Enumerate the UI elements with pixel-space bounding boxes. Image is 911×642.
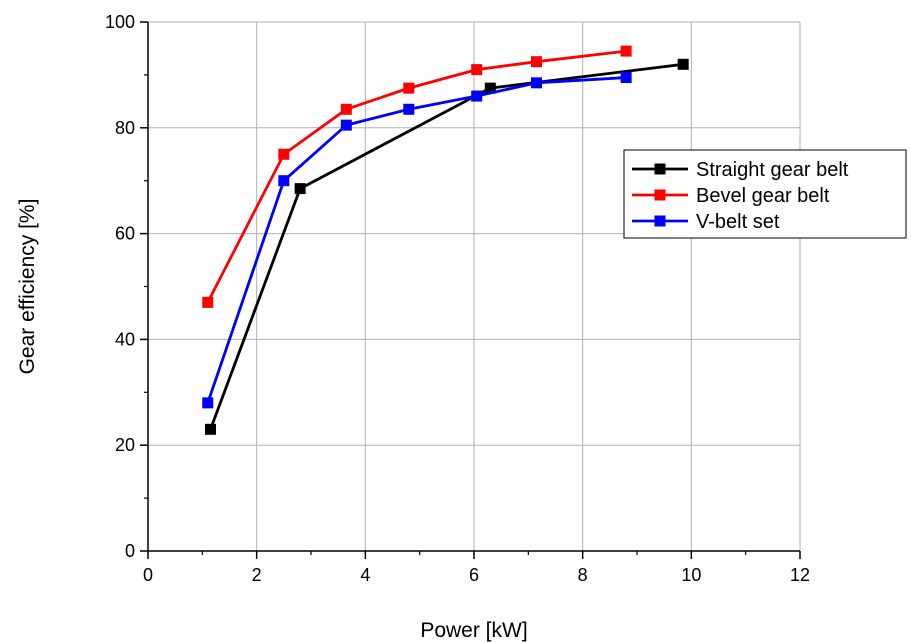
x-tick-label: 2	[252, 565, 262, 585]
data-point	[294, 183, 306, 195]
data-point	[530, 77, 542, 89]
y-tick-label: 0	[125, 541, 135, 561]
data-point	[471, 64, 483, 76]
grid	[148, 21, 801, 551]
x-axis-title: Power [kW]	[420, 619, 527, 642]
legend-item: Straight gear belt	[632, 159, 849, 181]
series-2	[202, 72, 632, 409]
x-tick-label: 0	[143, 565, 153, 585]
data-point	[530, 56, 542, 68]
data-point	[620, 45, 632, 57]
y-tick-label: 20	[115, 435, 135, 455]
data-point	[202, 296, 214, 308]
series-line	[209, 62, 684, 430]
ticks: 0 2 4 6 8 10 12 0 20 40 60 80 100	[105, 12, 810, 585]
series	[202, 45, 689, 435]
data-point	[620, 72, 632, 84]
series-0	[204, 58, 689, 435]
data-point	[471, 90, 483, 102]
legend-label: V-belt set	[696, 211, 780, 233]
series-1	[202, 45, 632, 308]
x-tick-label: 12	[790, 565, 810, 585]
data-point	[278, 148, 290, 160]
data-point	[340, 119, 352, 131]
data-point	[202, 397, 214, 409]
y-axis-title: Gear efficiency [%]	[16, 199, 39, 375]
legend-label: Bevel gear belt	[696, 185, 830, 207]
legend-item: Bevel gear belt	[632, 185, 830, 207]
y-tick-label: 100	[105, 12, 135, 32]
legend-marker	[654, 189, 666, 201]
legend-item: V-belt set	[632, 211, 780, 233]
data-point	[340, 103, 352, 115]
legend-marker	[654, 215, 666, 227]
data-point	[484, 82, 496, 94]
data-point	[278, 175, 290, 187]
legend-marker	[654, 163, 666, 175]
legend: Straight gear belt Bevel gear belt V-belt …	[623, 149, 907, 239]
data-point	[403, 82, 415, 94]
data-point	[677, 58, 689, 70]
y-tick-label: 80	[115, 118, 135, 138]
data-point	[403, 103, 415, 115]
x-tick-label: 10	[681, 565, 701, 585]
x-tick-label: 4	[360, 565, 370, 585]
x-tick-label: 8	[578, 565, 588, 585]
data-point	[204, 423, 216, 435]
x-tick-label: 6	[469, 565, 479, 585]
y-tick-label: 40	[115, 329, 135, 349]
legend-label: Straight gear belt	[696, 159, 849, 181]
y-tick-label: 60	[115, 224, 135, 244]
